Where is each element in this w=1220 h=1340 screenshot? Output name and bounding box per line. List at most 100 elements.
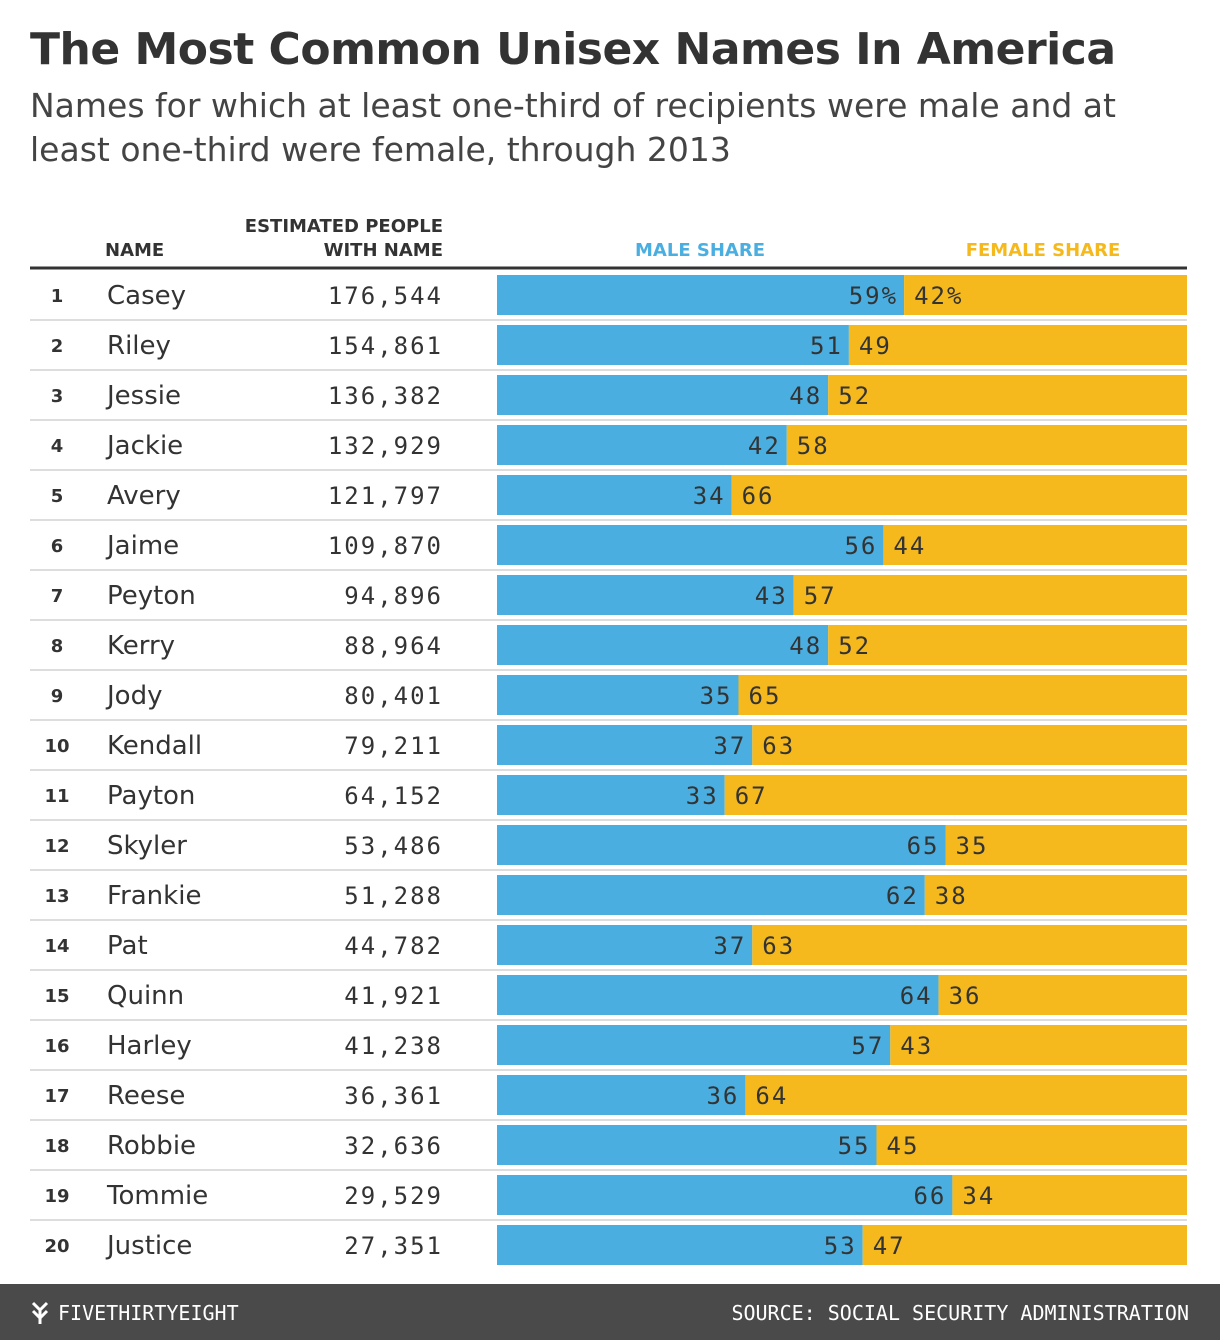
name: Payton — [107, 781, 195, 811]
male-label: 59% — [849, 282, 898, 310]
people: 32,636 — [344, 1132, 443, 1160]
male-bar — [497, 825, 946, 865]
name: Casey — [107, 281, 186, 311]
name: Reese — [107, 1081, 185, 1111]
name: Jackie — [105, 431, 183, 461]
male-label: 66 — [913, 1182, 946, 1210]
male-label: 55 — [838, 1132, 871, 1160]
male-bar — [497, 1025, 891, 1065]
name: Tommie — [106, 1181, 208, 1211]
male-label: 53 — [824, 1232, 857, 1260]
people: 79,211 — [344, 732, 443, 760]
male-label: 56 — [844, 532, 877, 560]
name: Kendall — [107, 731, 202, 761]
rank: 3 — [51, 386, 64, 407]
male-label: 33 — [686, 782, 719, 810]
female-label: 38 — [935, 882, 968, 910]
female-label: 65 — [749, 682, 782, 710]
rank: 1 — [51, 286, 64, 307]
male-label: 51 — [810, 332, 843, 360]
rank: 14 — [44, 936, 69, 957]
female-label: 63 — [762, 732, 795, 760]
people: 109,870 — [328, 532, 443, 560]
female-label: 47 — [873, 1232, 906, 1260]
rank: 9 — [51, 686, 64, 707]
female-label: 64 — [755, 1082, 788, 1110]
male-bar — [497, 725, 753, 765]
people: 132,929 — [328, 432, 443, 460]
female-bar — [752, 725, 1187, 765]
male-label: 37 — [713, 932, 746, 960]
male-bar — [497, 575, 794, 615]
brand: FIVETHIRTYEIGHT — [58, 1301, 239, 1325]
female-label: 52 — [838, 382, 871, 410]
female-bar — [752, 925, 1187, 965]
name: Kerry — [107, 631, 175, 661]
name: Frankie — [107, 881, 201, 911]
female-bar — [883, 525, 1187, 565]
female-label: 58 — [797, 432, 830, 460]
source: SOURCE: SOCIAL SECURITY ADMINISTRATION — [731, 1301, 1189, 1325]
name: Jessie — [105, 381, 181, 411]
male-label: 37 — [713, 732, 746, 760]
people: 94,896 — [344, 582, 443, 610]
female-bar — [745, 1075, 1187, 1115]
people: 80,401 — [344, 682, 443, 710]
rank: 15 — [44, 986, 69, 1007]
name: Riley — [107, 331, 171, 361]
rank: 17 — [44, 1086, 69, 1107]
name: Jaime — [105, 531, 179, 561]
female-bar — [924, 875, 1187, 915]
female-bar — [938, 975, 1187, 1015]
female-bar — [731, 475, 1187, 515]
female-bar — [738, 675, 1187, 715]
male-bar — [497, 1125, 877, 1165]
rank: 19 — [44, 1186, 69, 1207]
people: 176,544 — [328, 282, 443, 310]
female-bar — [890, 1025, 1187, 1065]
footer-band — [0, 1284, 1220, 1340]
female-label: 49 — [859, 332, 892, 360]
male-bar — [497, 475, 732, 515]
male-label: 64 — [900, 982, 933, 1010]
male-label: 35 — [700, 682, 733, 710]
name: Pat — [107, 931, 148, 961]
male-bar — [497, 1075, 746, 1115]
name: Skyler — [107, 831, 187, 861]
people: 36,361 — [344, 1082, 443, 1110]
name: Quinn — [107, 981, 184, 1011]
legend-female: FEMALE SHARE — [966, 240, 1121, 261]
name: Peyton — [107, 581, 196, 611]
people: 136,382 — [328, 382, 443, 410]
people: 121,797 — [328, 482, 443, 510]
rank: 8 — [51, 636, 64, 657]
female-label: 44 — [893, 532, 926, 560]
logo-icon — [31, 1301, 49, 1324]
male-bar — [497, 325, 849, 365]
name: Justice — [105, 1231, 192, 1261]
female-label: 36 — [949, 982, 982, 1010]
male-bar — [497, 425, 787, 465]
female-label: 66 — [742, 482, 775, 510]
female-bar — [786, 425, 1187, 465]
female-bar — [724, 775, 1187, 815]
male-label: 48 — [789, 382, 822, 410]
people: 51,288 — [344, 882, 443, 910]
rank: 13 — [44, 886, 69, 907]
rank: 11 — [44, 786, 69, 807]
male-bar — [497, 375, 829, 415]
people: 41,238 — [344, 1032, 443, 1060]
rank: 10 — [44, 736, 69, 757]
male-bar — [497, 875, 925, 915]
male-label: 48 — [789, 632, 822, 660]
rank: 2 — [51, 336, 64, 357]
female-label: 57 — [804, 582, 837, 610]
people: 41,921 — [344, 982, 443, 1010]
female-label: 67 — [735, 782, 768, 810]
male-bar — [497, 975, 939, 1015]
male-bar — [497, 525, 884, 565]
rank: 6 — [51, 536, 64, 557]
name: Jody — [105, 681, 162, 711]
name: Robbie — [107, 1131, 196, 1161]
